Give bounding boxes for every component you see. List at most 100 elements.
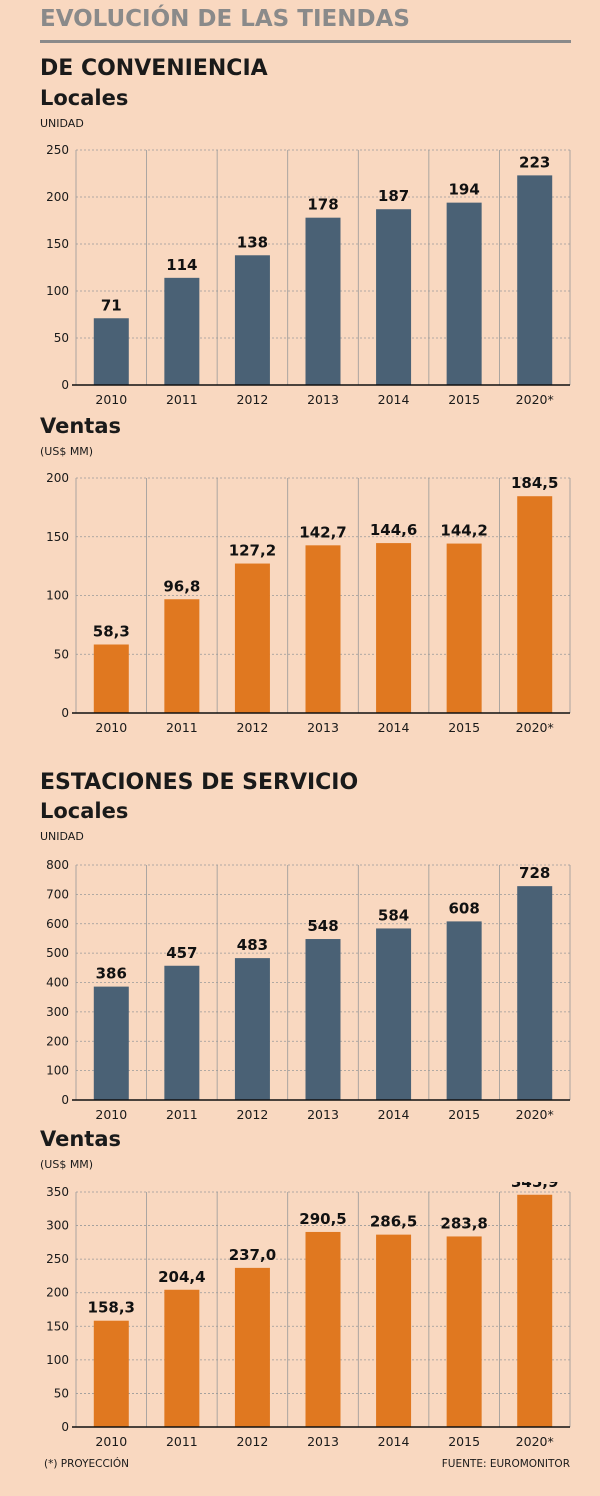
- y-tick-label: 200: [46, 1286, 69, 1300]
- bar: [446, 202, 482, 385]
- bar: [164, 1289, 200, 1427]
- bar: [305, 939, 341, 1100]
- bar: [93, 318, 129, 385]
- y-tick-label: 300: [46, 1219, 69, 1233]
- data-label: 142,7: [299, 523, 346, 541]
- y-tick-label: 0: [61, 1420, 69, 1434]
- x-tick-label: 2012: [237, 1107, 269, 1122]
- data-label: 584: [378, 906, 409, 924]
- y-tick-label: 0: [61, 378, 69, 392]
- y-tick-label: 350: [46, 1185, 69, 1199]
- y-tick-label: 700: [46, 887, 69, 901]
- x-tick-label: 2011: [166, 1434, 198, 1449]
- y-tick-label: 200: [46, 190, 69, 204]
- x-tick-label: 2013: [307, 720, 339, 735]
- x-tick-label: 2012: [237, 1434, 269, 1449]
- x-tick-label: 2010: [95, 1107, 127, 1122]
- y-tick-label: 150: [46, 1319, 69, 1333]
- y-tick-label: 200: [46, 1034, 69, 1048]
- bar: [517, 175, 553, 385]
- y-tick-label: 50: [54, 1386, 69, 1400]
- chart-title-stations-locales: Locales: [40, 799, 129, 823]
- x-tick-label: 2020*: [516, 392, 554, 407]
- y-tick-label: 100: [46, 1353, 69, 1367]
- y-tick-label: 100: [46, 1064, 69, 1078]
- y-tick-label: 0: [61, 1093, 69, 1107]
- bar: [305, 545, 341, 713]
- bar: [234, 1267, 270, 1427]
- x-tick-label: 2014: [378, 1107, 410, 1122]
- unit-label-stations-ventas: (US$ MM): [40, 1158, 94, 1171]
- bar: [446, 921, 482, 1100]
- x-tick-label: 2015: [448, 720, 480, 735]
- x-tick-label: 2015: [448, 1107, 480, 1122]
- data-label: 204,4: [158, 1268, 205, 1286]
- y-tick-label: 250: [46, 143, 69, 157]
- data-label: 483: [237, 936, 268, 954]
- section-title-service-stations: ESTACIONES DE SERVICIO: [40, 770, 359, 795]
- data-label: 178: [307, 196, 338, 214]
- data-label: 457: [166, 944, 197, 962]
- bar: [164, 965, 200, 1100]
- bar: [376, 1234, 412, 1427]
- x-tick-label: 2010: [95, 392, 127, 407]
- data-label: 283,8: [440, 1214, 487, 1232]
- data-label: 286,5: [370, 1213, 417, 1231]
- bar: [305, 217, 341, 385]
- x-tick-label: 2011: [166, 392, 198, 407]
- bar: [234, 255, 270, 385]
- chart-title-convenience-ventas: Ventas: [40, 414, 122, 438]
- y-tick-label: 150: [46, 530, 69, 544]
- bar: [446, 543, 482, 713]
- footnote-projection: (*) PROYECCIÓN: [44, 1458, 130, 1470]
- data-label: 290,5: [299, 1210, 346, 1228]
- data-label: 345,9: [511, 1182, 558, 1191]
- bar: [234, 958, 270, 1100]
- chart-title-stations-ventas: Ventas: [40, 1127, 122, 1151]
- bar: [376, 928, 412, 1100]
- bar: [93, 986, 129, 1100]
- data-label: 608: [448, 899, 479, 917]
- data-label: 194: [448, 181, 479, 199]
- data-label: 184,5: [511, 474, 558, 492]
- x-tick-label: 2015: [448, 392, 480, 407]
- data-label: 386: [96, 965, 127, 983]
- data-label: 158,3: [88, 1299, 135, 1317]
- x-tick-label: 2010: [95, 720, 127, 735]
- bar: [517, 1194, 553, 1427]
- y-tick-label: 50: [54, 647, 69, 661]
- data-label: 96,8: [163, 577, 200, 595]
- data-label: 187: [378, 187, 409, 205]
- x-tick-label: 2013: [307, 1434, 339, 1449]
- y-tick-label: 800: [46, 858, 69, 872]
- data-label: 138: [237, 233, 268, 251]
- y-tick-label: 100: [46, 284, 69, 298]
- y-tick-label: 300: [46, 1005, 69, 1019]
- y-tick-label: 500: [46, 946, 69, 960]
- bar: [93, 1320, 129, 1427]
- data-label: 127,2: [229, 542, 276, 560]
- unit-label-convenience-locales: UNIDAD: [40, 117, 84, 130]
- x-tick-label: 2014: [378, 720, 410, 735]
- section-title-convenience: DE CONVENIENCIA: [40, 56, 268, 81]
- y-tick-label: 200: [46, 471, 69, 485]
- x-tick-label: 2010: [95, 1434, 127, 1449]
- y-tick-label: 0: [61, 706, 69, 720]
- chart-convenience-ventas: 0 50 100 150 200 58,3 2010 96,8 2011 127,2 2012 142…: [46, 471, 571, 735]
- data-label: 71: [101, 296, 122, 314]
- bar: [305, 1231, 341, 1427]
- chart-stations-ventas: 0 50 100 150 200 250 300 350 158,3 2010 204,4 2011 2…: [46, 1182, 571, 1449]
- bar: [517, 496, 553, 713]
- data-label: 144,6: [370, 521, 417, 539]
- x-tick-label: 2013: [307, 392, 339, 407]
- data-label: 114: [166, 256, 197, 274]
- bar: [164, 277, 200, 385]
- data-label: 237,0: [229, 1246, 276, 1264]
- x-tick-label: 2014: [378, 1434, 410, 1449]
- data-label: 58,3: [93, 622, 130, 640]
- x-tick-label: 2015: [448, 1434, 480, 1449]
- bar: [446, 1236, 482, 1427]
- x-tick-label: 2011: [166, 1107, 198, 1122]
- y-tick-label: 250: [46, 1252, 69, 1266]
- y-tick-label: 50: [54, 331, 69, 345]
